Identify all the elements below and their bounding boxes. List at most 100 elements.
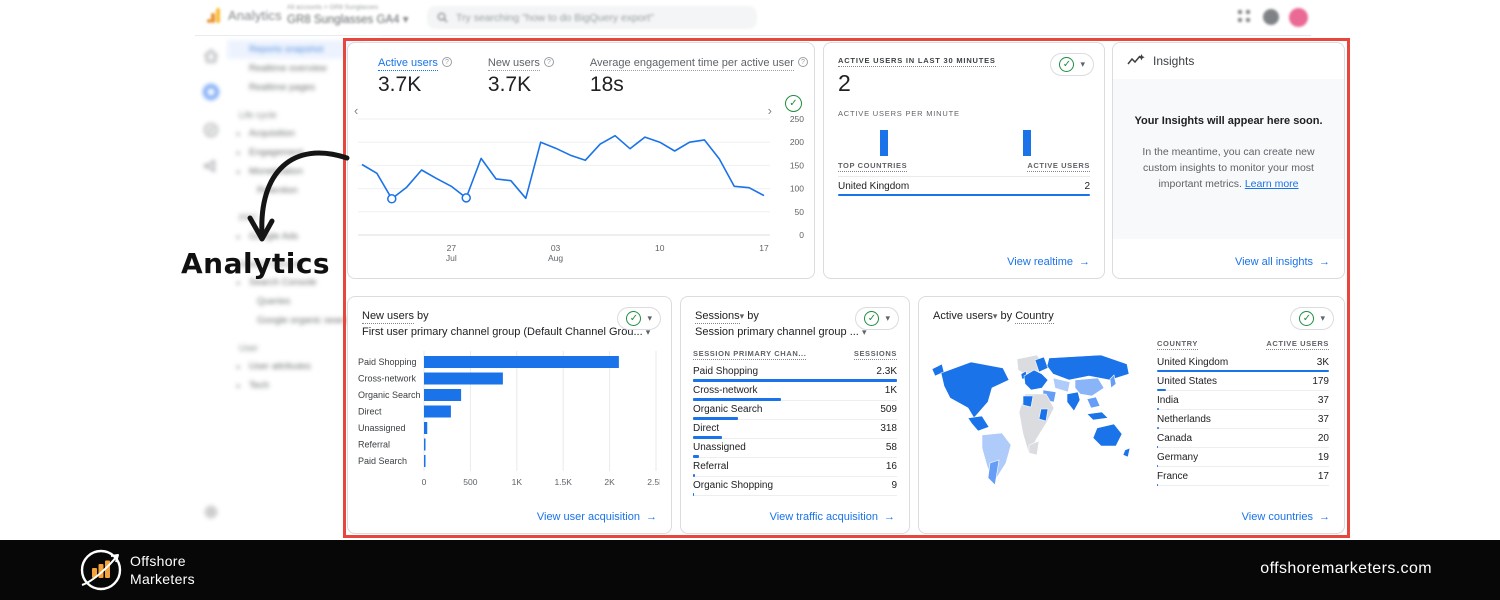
realtime-card-options[interactable]: ✓ — [1050, 53, 1094, 76]
insights-card: Insights Your Insights will appear here … — [1112, 42, 1345, 279]
expand-icon[interactable]: ▸ — [237, 383, 241, 390]
property-switcher[interactable]: All accounts > GR8 Sunglasses GR8 Sungla… — [287, 4, 409, 26]
svg-text:Direct: Direct — [358, 407, 382, 417]
sidebar-item[interactable]: Realtime overview — [249, 63, 327, 74]
data-quality-check-icon[interactable]: ✓ — [785, 95, 802, 112]
countries-col2-header[interactable]: ACTIVE USERS — [1266, 339, 1329, 350]
countries-card-options[interactable]: ✓ — [1290, 307, 1334, 330]
row-bar — [693, 398, 781, 401]
svg-text:Paid Search: Paid Search — [358, 456, 407, 466]
svg-text:03: 03 — [551, 243, 561, 253]
sessions-col1-header[interactable]: SESSION PRIMARY CHAN... — [693, 348, 807, 360]
expand-icon[interactable]: ▸ — [237, 169, 241, 176]
expand-icon[interactable]: ▸ — [237, 150, 241, 157]
svg-text:Jul: Jul — [446, 253, 457, 263]
svg-text:1K: 1K — [512, 477, 523, 487]
sidebar-item[interactable]: ▸ Acquisition — [237, 128, 295, 139]
help-icon[interactable] — [1263, 9, 1279, 25]
sidebar-item[interactable]: ▸ User attributes — [237, 361, 311, 372]
view-realtime-link[interactable]: View realtime — [1007, 256, 1090, 268]
settings-gear-icon[interactable] — [203, 504, 219, 520]
avatar[interactable] — [1289, 8, 1308, 27]
view-traffic-acquisition-link[interactable]: View traffic acquisition — [770, 511, 895, 523]
sessions-card-options[interactable]: ✓ — [855, 307, 899, 330]
sidebar-item[interactable]: Retention — [257, 185, 298, 196]
view-user-acquisition-link[interactable]: View user acquisition — [537, 511, 657, 523]
sidebar-item[interactable]: Realtime pages — [249, 82, 316, 93]
app-name: Analytics — [228, 8, 282, 23]
new-users-card-options[interactable]: ✓ — [617, 307, 661, 330]
advertising-icon[interactable] — [203, 158, 219, 174]
sidebar-item[interactable]: Google organic search tr... — [257, 315, 369, 326]
view-countries-link[interactable]: View countries — [1242, 511, 1330, 523]
svg-text:1.5K: 1.5K — [554, 477, 572, 487]
help-icon[interactable]: ? — [441, 57, 452, 67]
world-map — [929, 349, 1147, 514]
row-bar — [693, 436, 722, 439]
chevron-down-icon — [862, 327, 867, 337]
sidebar-item[interactable]: ▸ Tech — [237, 380, 270, 391]
insights-headline: Your Insights will appear here soon. — [1134, 115, 1323, 127]
realtime-active-users-value: 2 — [838, 70, 851, 96]
apps-grid-icon[interactable] — [1237, 9, 1251, 23]
data-quality-check-icon: ✓ — [864, 311, 880, 326]
chevron-down-icon — [740, 311, 745, 321]
sessions-col2-header[interactable]: SESSIONS — [853, 348, 897, 360]
country-row: France 17 — [1157, 467, 1329, 486]
insights-body-text: In the meantime, you can create new cust… — [1142, 146, 1315, 190]
svg-text:10: 10 — [655, 243, 665, 253]
expand-icon[interactable]: ▸ — [237, 131, 241, 138]
footer-website: offshoremarketers.com — [1260, 560, 1432, 577]
data-quality-check-icon: ✓ — [626, 311, 642, 326]
sidebar-item[interactable]: Reports snapshot — [227, 40, 369, 59]
help-icon[interactable]: ? — [543, 57, 554, 67]
overview-card: ‹ › ✓ Active users? 3.7K New users? 3.7K Ave… — [347, 42, 815, 279]
carousel-prev-icon[interactable]: ‹ — [354, 103, 359, 118]
new-users-card-title[interactable]: New users by First user primary channel … — [348, 297, 671, 341]
chevron-down-icon — [885, 313, 890, 324]
view-all-insights-link[interactable]: View all insights — [1235, 256, 1330, 268]
sidebar-item: Search Console — [239, 259, 304, 269]
annotation-label: Analytics — [181, 247, 331, 280]
metric-tab[interactable]: New users? 3.7K — [487, 57, 554, 97]
property-name: GR8 Sunglasses GA4 — [287, 14, 400, 26]
svg-text:Referral: Referral — [358, 440, 390, 450]
app-header: Analytics All accounts > GR8 Sunglasses … — [195, 0, 1311, 36]
row-bar — [1157, 483, 1159, 486]
sidebar-item: User — [239, 343, 259, 353]
analytics-logo[interactable]: Analytics — [205, 7, 282, 24]
metric-tab[interactable]: Active users? 3.7K — [378, 57, 452, 97]
explore-icon[interactable] — [203, 122, 219, 138]
home-icon[interactable] — [203, 48, 219, 64]
sessions-table: Paid Shopping 2.3K Cross-network 1K Organic … — [693, 363, 897, 496]
expand-icon[interactable]: ▸ — [237, 234, 241, 241]
country-row: United States 179 — [1157, 372, 1329, 391]
new-users-bar-chart: 0 500 1K 1.5K 2K 2.5K Paid Shopping Cross-netwo… — [358, 351, 660, 487]
per-minute-bar — [1022, 130, 1031, 156]
help-icon[interactable]: ? — [797, 57, 808, 67]
realtime-card: ✓ ACTIVE USERS IN LAST 30 MINUTES 2 ACTI… — [823, 42, 1105, 279]
sidebar-item[interactable]: ▸ Search Console — [237, 277, 317, 288]
per-minute-label: ACTIVE USERS PER MINUTE — [838, 109, 960, 118]
expand-icon[interactable]: ▸ — [237, 280, 241, 287]
sidebar-item[interactable]: ▸ Engagement — [237, 147, 303, 158]
sidebar-item[interactable]: ▸ Google Ads — [237, 231, 299, 242]
row-bar — [1157, 388, 1167, 391]
carousel-next-icon[interactable]: › — [767, 103, 772, 118]
learn-more-link[interactable]: Learn more — [1244, 177, 1299, 190]
search-input[interactable]: Try searching "how to do BigQuery export… — [427, 6, 757, 29]
metric-tab[interactable]: Average engagement time per active user?… — [589, 57, 808, 97]
sidebar-item[interactable]: Queries — [257, 296, 291, 307]
countries-card-title[interactable]: Active users by Country — [919, 297, 1344, 325]
arrow-right-icon — [1313, 511, 1330, 523]
sessions-card-title[interactable]: Sessions by Session primary channel grou… — [681, 297, 909, 341]
footer-banner: Offshore Marketers offshoremarketers.com — [0, 540, 1500, 600]
top-countries-header: TOP COUNTRIES — [838, 161, 908, 172]
row-bar — [1157, 426, 1160, 429]
reports-icon[interactable] — [203, 84, 219, 100]
chevron-down-icon — [993, 311, 998, 321]
expand-icon[interactable]: ▸ — [237, 364, 241, 371]
countries-table: United Kingdom 3K United States 179 India 37 N… — [1157, 353, 1329, 486]
countries-col1-header[interactable]: COUNTRY — [1157, 339, 1199, 350]
